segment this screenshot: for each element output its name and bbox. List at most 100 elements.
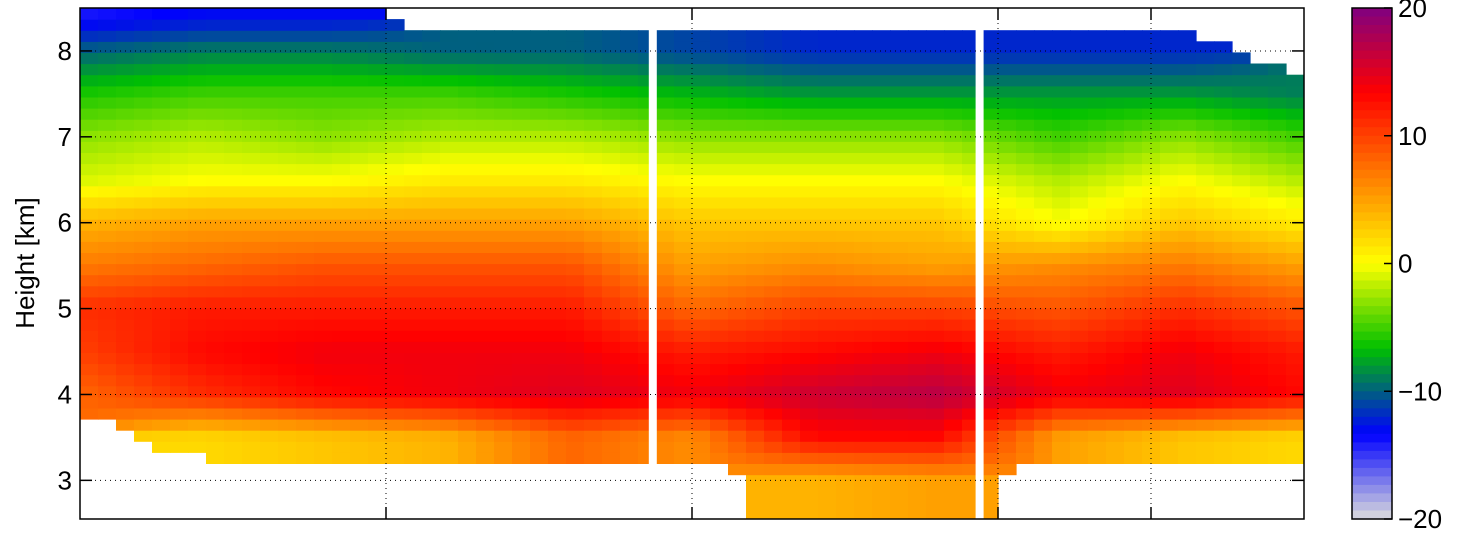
heatmap-cell [962, 241, 981, 253]
heatmap-cell [782, 452, 801, 464]
heatmap-cell [854, 330, 873, 342]
heatmap-cell [1214, 419, 1233, 431]
heatmap-cell [800, 430, 819, 442]
heatmap-cell [872, 208, 891, 220]
heatmap-cell [962, 108, 981, 120]
heatmap-cell [1016, 163, 1035, 176]
heatmap-cell [1232, 163, 1251, 176]
heatmap-cell [782, 274, 801, 287]
heatmap-cell [512, 30, 531, 42]
heatmap-cell [1016, 441, 1035, 453]
heatmap-cell [1016, 241, 1035, 253]
heatmap-cell [1016, 263, 1035, 276]
heatmap-cell [638, 96, 657, 109]
colorbar-swatch [1352, 459, 1392, 469]
heatmap-cell [962, 452, 981, 464]
heatmap-cell [314, 185, 333, 198]
heatmap-cell [440, 263, 459, 276]
heatmap-cell [260, 363, 279, 376]
heatmap-cell [674, 296, 693, 309]
heatmap-cell [656, 296, 675, 309]
heatmap-cell [1016, 452, 1035, 464]
heatmap-cell [440, 108, 459, 120]
heatmap-cell [980, 196, 999, 209]
heatmap-cell [890, 496, 909, 509]
heatmap-cell [1268, 419, 1287, 431]
heatmap-cell [728, 185, 747, 198]
heatmap-cell [404, 374, 423, 387]
heatmap-cell [1034, 63, 1053, 76]
heatmap-cell [1052, 452, 1071, 464]
heatmap-cell [98, 407, 117, 420]
heatmap-cell [1016, 208, 1035, 220]
heatmap-cell [350, 52, 369, 65]
heatmap-cell [134, 63, 153, 76]
heatmap-cell [944, 396, 963, 409]
heatmap-cell [926, 219, 945, 231]
heatmap-cell [98, 208, 117, 220]
heatmap-cell [710, 174, 729, 187]
colorbar-swatch [1352, 220, 1392, 230]
colorbar-swatch [1352, 25, 1392, 35]
colorbar-swatch [1352, 118, 1392, 128]
heatmap-cell [296, 352, 315, 365]
heatmap-cell [188, 141, 207, 153]
heatmap-cell [1034, 241, 1053, 253]
heatmap-cell [584, 252, 603, 265]
heatmap-cell [134, 419, 153, 431]
heatmap-cell [1124, 230, 1143, 242]
heatmap-cell [1268, 330, 1287, 342]
heatmap-cell [332, 196, 351, 209]
heatmap-cell [368, 307, 387, 320]
heatmap-cell [872, 41, 891, 53]
heatmap-cell [206, 163, 225, 176]
heatmap-cell [836, 96, 855, 109]
heatmap-cell [836, 263, 855, 276]
heatmap-cell [872, 263, 891, 276]
heatmap-cell [890, 52, 909, 65]
heatmap-cell [548, 352, 567, 365]
heatmap-cell [962, 507, 981, 519]
heatmap-cell [152, 441, 171, 453]
heatmap-cell [980, 452, 999, 464]
heatmap-cell [1232, 130, 1251, 142]
heatmap-cell [98, 152, 117, 165]
heatmap-cell [1070, 63, 1089, 76]
heatmap-cell [1034, 152, 1053, 165]
heatmap-cell [1160, 452, 1179, 464]
heatmap-cell [1268, 85, 1287, 98]
heatmap-cell [638, 174, 657, 187]
heatmap-cell [854, 74, 873, 87]
heatmap-cell [1160, 152, 1179, 165]
heatmap-cell [530, 319, 549, 331]
heatmap-cell [458, 285, 477, 298]
heatmap-cell [944, 419, 963, 431]
heatmap-cell [134, 330, 153, 342]
heatmap-cell [674, 252, 693, 265]
heatmap-cell [1016, 296, 1035, 309]
heatmap-cell [1016, 419, 1035, 431]
heatmap-cell [584, 174, 603, 187]
heatmap-cell [998, 296, 1017, 309]
heatmap-cell [494, 241, 513, 253]
heatmap-cell [476, 307, 495, 320]
heatmap-cell [926, 252, 945, 265]
heatmap-cell [818, 452, 837, 464]
heatmap-cell [404, 341, 423, 353]
heatmap-cell [188, 274, 207, 287]
heatmap-cell [278, 8, 297, 20]
heatmap-cell [368, 296, 387, 309]
heatmap-cell [1214, 63, 1233, 76]
heatmap-cell [566, 441, 585, 453]
heatmap-cell [512, 441, 531, 453]
heatmap-cell [476, 96, 495, 109]
heatmap-cell [260, 230, 279, 242]
heatmap-cell [440, 407, 459, 420]
heatmap-cell [440, 252, 459, 265]
heatmap-cell [1196, 108, 1215, 120]
heatmap-cell [224, 274, 243, 287]
heatmap-cell [260, 385, 279, 398]
heatmap-cell [152, 163, 171, 176]
heatmap-cell [854, 385, 873, 398]
heatmap-cell [710, 430, 729, 442]
